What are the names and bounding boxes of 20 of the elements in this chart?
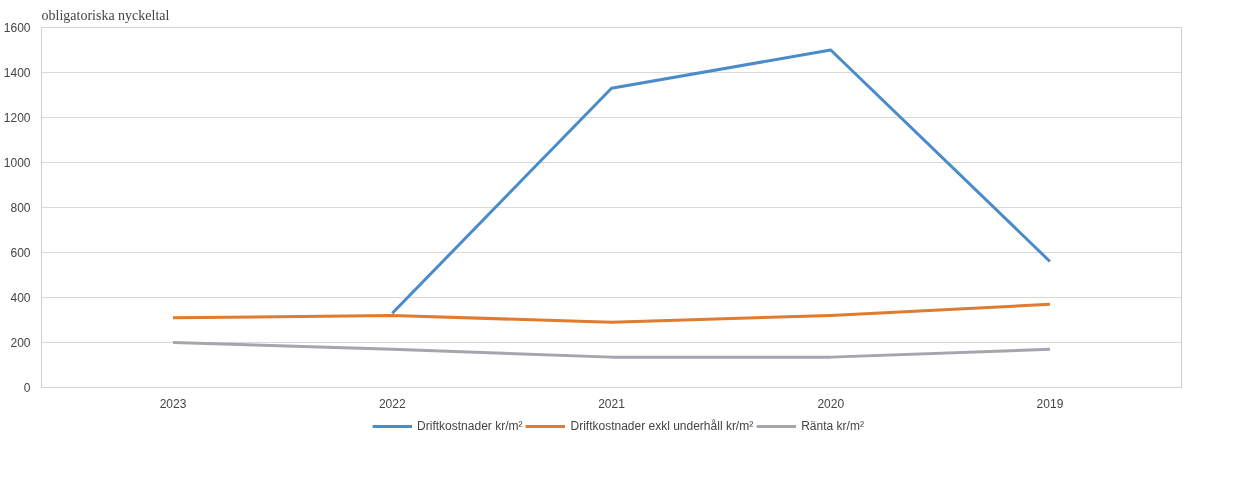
y-tick-label: 200 (10, 336, 31, 350)
legend-label: Driftkostnader exkl underhåll kr/m² (570, 419, 754, 433)
legend-label: Ränta kr/m² (801, 419, 864, 433)
line-series (171, 302, 1052, 324)
y-tick-label: 0 (23, 381, 31, 395)
y-tick-label: 1600 (3, 21, 31, 35)
y-tick-label: 1200 (3, 111, 31, 125)
y-tick-label: 800 (10, 201, 31, 215)
y-tick-label: 1000 (3, 156, 31, 170)
x-tick-label: 2023 (159, 396, 187, 411)
x-tick-label: 2019 (1036, 396, 1064, 411)
y-tick-label: 400 (10, 291, 31, 305)
x-tick-label: 2022 (378, 396, 406, 411)
y-tick-label: 600 (10, 246, 31, 260)
chart-title: obligatoriska nyckeltal (41, 7, 170, 23)
line-series (390, 48, 1052, 315)
x-tick-label: 2020 (817, 396, 845, 411)
legend-label: Driftkostnader kr/m² (417, 419, 523, 433)
y-tick-label: 1400 (3, 66, 31, 80)
x-tick-label: 2021 (598, 396, 626, 411)
